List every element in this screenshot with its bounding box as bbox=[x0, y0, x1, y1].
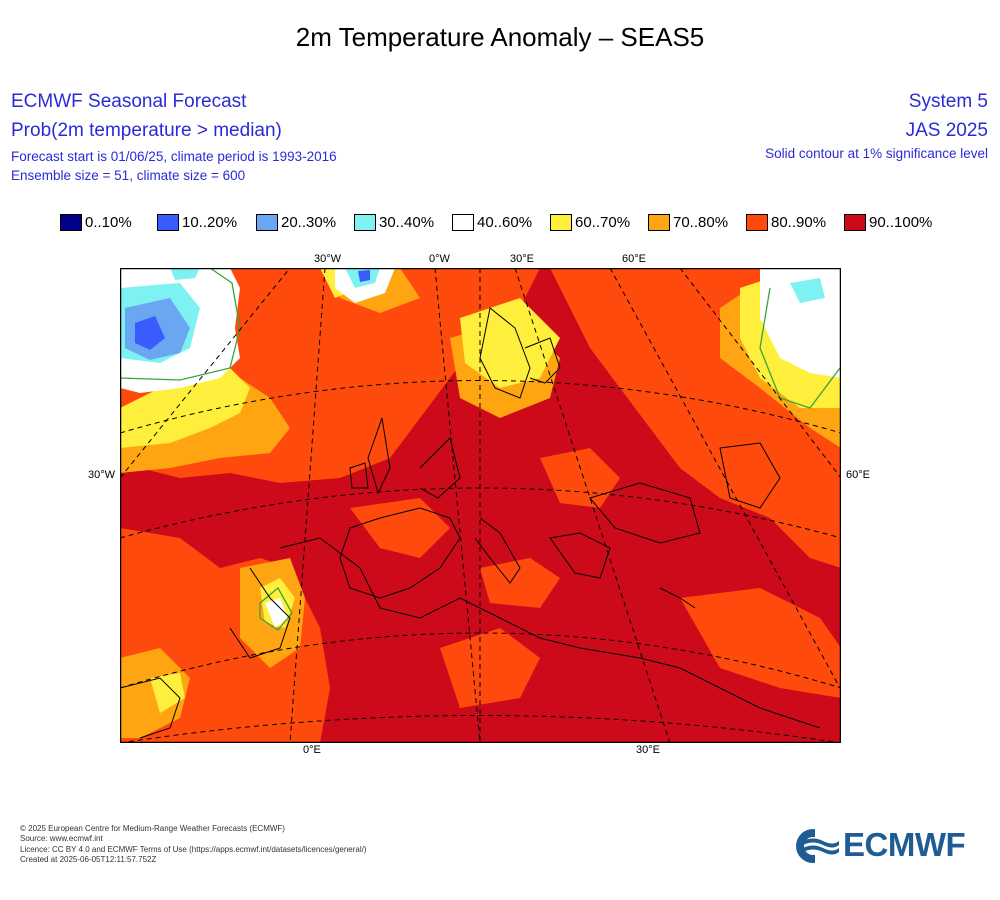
forecast-start-info: Forecast start is 01/06/25, climate peri… bbox=[11, 149, 337, 164]
lon-label-bottom: 0°E bbox=[303, 744, 321, 756]
forecast-source-title: ECMWF Seasonal Forecast bbox=[11, 91, 247, 112]
field-10-20 bbox=[358, 270, 370, 282]
legend-swatch bbox=[60, 214, 82, 231]
legend-swatch bbox=[746, 214, 768, 231]
footer-licence: Licence: CC BY 4.0 and ECMWF Terms of Us… bbox=[20, 844, 367, 854]
legend-swatch bbox=[844, 214, 866, 231]
legend-label: 60..70% bbox=[575, 214, 631, 231]
system-label: System 5 bbox=[908, 91, 988, 112]
field-30-40 bbox=[170, 268, 200, 280]
legend-swatch bbox=[648, 214, 670, 231]
legend-swatch bbox=[157, 214, 179, 231]
legend-swatch bbox=[452, 214, 474, 231]
footer-created: Created at 2025-06-05T12:11:57.752Z bbox=[20, 855, 157, 865]
legend-swatch bbox=[550, 214, 572, 231]
chart-title: 2m Temperature Anomaly – SEAS5 bbox=[295, 22, 705, 52]
field-80-90 bbox=[540, 448, 620, 508]
probability-map bbox=[120, 268, 841, 743]
field-60-70 bbox=[460, 298, 560, 388]
footer-copyright: © 2025 European Centre for Medium-Range … bbox=[20, 824, 285, 833]
field-80-90 bbox=[440, 628, 540, 708]
lon-label-top: 30°E bbox=[510, 253, 534, 265]
ensemble-info: Ensemble size = 51, climate size = 600 bbox=[11, 168, 246, 183]
field-30-40 bbox=[790, 278, 825, 303]
legend-label: 0..10% bbox=[85, 214, 132, 231]
season-label: JAS 2025 bbox=[905, 120, 988, 141]
forecast-variable: Prob(2m temperature > median) bbox=[11, 120, 282, 141]
legend-swatch bbox=[256, 214, 278, 231]
legend-label: 30..40% bbox=[379, 214, 435, 231]
ecmwf-logo-text: ECMWF bbox=[843, 826, 966, 863]
lon-label-left: 30°W bbox=[88, 469, 116, 481]
significance-note: Solid contour at 1% significance level bbox=[765, 146, 988, 161]
legend-label: 10..20% bbox=[182, 214, 238, 231]
footer-credits: © 2025 European Centre for Medium-Range … bbox=[20, 824, 367, 866]
legend-swatch bbox=[354, 214, 376, 231]
lon-label-top: 30°W bbox=[314, 253, 342, 265]
lon-label-right: 60°E bbox=[846, 469, 870, 481]
field-60-70 bbox=[120, 368, 250, 448]
significance-contour bbox=[259, 586, 293, 631]
field-60-70 bbox=[150, 673, 185, 713]
field-40-60 bbox=[265, 598, 288, 628]
legend-label: 20..30% bbox=[281, 214, 337, 231]
lon-label-top: 60°E bbox=[622, 253, 646, 265]
footer-source: Source: www.ecmwf.int bbox=[20, 834, 103, 844]
ecmwf-logo: ECMWF bbox=[795, 825, 985, 865]
field-80-90 bbox=[350, 498, 450, 558]
legend-label: 70..80% bbox=[673, 214, 729, 231]
significance-contour bbox=[120, 268, 241, 381]
coastlines bbox=[120, 307, 821, 739]
legend-label: 40..60% bbox=[477, 214, 533, 231]
lon-label-top: 0°W bbox=[429, 253, 450, 265]
legend-label: 80..90% bbox=[771, 214, 827, 231]
graticule bbox=[120, 268, 841, 743]
lon-label-bottom: 30°E bbox=[636, 744, 660, 756]
field-10-20 bbox=[135, 316, 165, 350]
ecmwf-logo-icon bbox=[796, 828, 839, 864]
legend-label: 90..100% bbox=[869, 214, 933, 231]
